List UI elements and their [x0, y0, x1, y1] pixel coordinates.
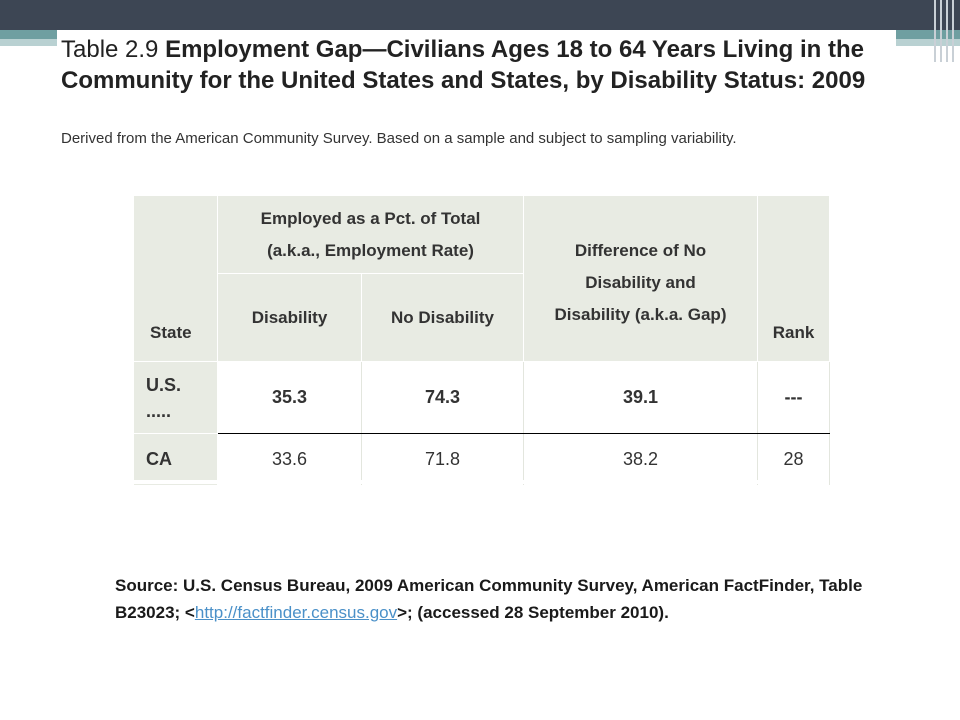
cell-state: U.S. .....	[133, 361, 218, 434]
table-title-text: Employment Gap—Civilians Ages 18 to 64 Y…	[61, 36, 866, 94]
right-decorative-lines	[930, 0, 960, 62]
slide-top-bar	[0, 0, 960, 30]
left-accent-stripe	[0, 30, 58, 46]
source-link[interactable]: http://factfinder.census.gov	[194, 603, 398, 622]
table-title: Table 2.9 Employment Gap—Civilians Ages …	[61, 34, 901, 96]
header-disability: Disability	[217, 273, 362, 362]
cell-rank: ---	[757, 361, 831, 434]
header-state: State	[133, 195, 218, 362]
title-panel	[57, 30, 895, 100]
table-row: CA 33.6 71.8 38.2 28	[133, 433, 831, 486]
header-rank: Rank	[757, 195, 831, 362]
right-accent-stripe	[896, 30, 960, 46]
header-gap-line3: Disability (a.k.a. Gap)	[554, 304, 727, 324]
header-employed-line1: Employed as a Pct. of Total	[260, 208, 481, 228]
table-row: U.S. ..... 35.3 74.3 39.1 ---	[133, 361, 831, 434]
header-gap-line2: Disability and	[585, 272, 696, 292]
cell-rank: 28	[757, 433, 831, 486]
header-employed-group: Employed as a Pct. of Total (a.k.a., Emp…	[216, 195, 525, 274]
cell-gap: 39.1	[523, 361, 759, 434]
table-crop-edge	[133, 480, 829, 484]
source-citation: Source: U.S. Census Bureau, 2009 America…	[115, 572, 875, 626]
header-no-disability: No Disability	[360, 273, 525, 362]
state-name: U.S.	[146, 374, 182, 395]
cell-disability: 33.6	[217, 433, 362, 486]
cell-state: CA	[133, 433, 218, 486]
cell-no-disability: 71.8	[360, 433, 525, 486]
source-prefix: Source: U.S. Census Bureau, 2009 America…	[115, 576, 863, 622]
header-gap: Difference of No Disability and Disabili…	[523, 195, 759, 362]
cell-gap: 38.2	[523, 433, 759, 486]
employment-gap-table: State Employed as a Pct. of Total (a.k.a…	[133, 195, 831, 486]
table-subtitle: Derived from the American Community Surv…	[61, 130, 737, 147]
state-name: CA	[146, 449, 172, 469]
cell-no-disability: 74.3	[360, 361, 525, 434]
cell-disability: 35.3	[217, 361, 362, 434]
table-number: Table 2.9	[61, 36, 159, 63]
state-dots: .....	[146, 400, 172, 421]
header-gap-line1: Difference of No	[574, 240, 707, 260]
header-employed-line2: (a.k.a., Employment Rate)	[267, 240, 474, 260]
source-suffix: >; (accessed 28 September 2010).	[397, 603, 669, 622]
